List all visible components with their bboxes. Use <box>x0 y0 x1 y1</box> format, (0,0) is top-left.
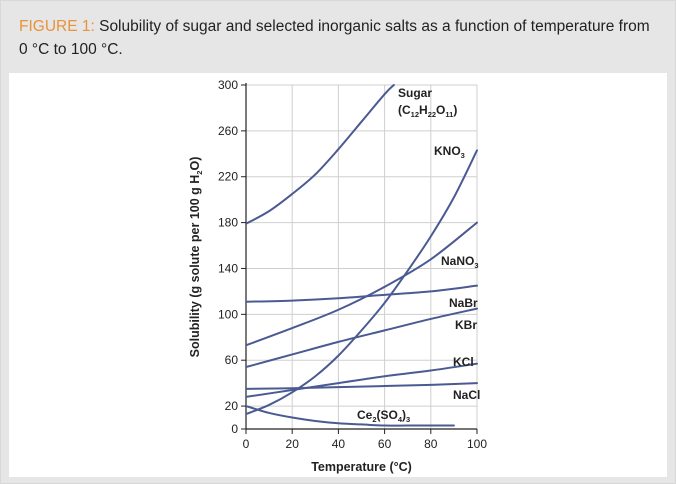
series-line-kcl <box>246 362 478 398</box>
series-lines <box>246 84 478 427</box>
y-tick-label-20: 20 <box>225 399 239 413</box>
y-tick-label-100: 100 <box>218 307 238 321</box>
series-line-ce2-so4-3 <box>246 405 455 427</box>
series-label-kcl: KCl <box>453 355 474 369</box>
series-label-nacl: NaCl <box>453 388 480 402</box>
x-tick-label-20: 20 <box>286 437 300 451</box>
series-line-nacl <box>246 382 478 390</box>
y-tick-label-300: 300 <box>218 78 238 92</box>
series-line-kno3 <box>246 149 478 416</box>
y-tick-label-0: 0 <box>231 422 238 436</box>
series-line-kbr <box>246 307 478 369</box>
series-line-nano3 <box>246 221 478 347</box>
caption-text: Solubility of sugar and selected inorgan… <box>19 18 650 58</box>
plot-panel: 0 20 40 60 80 100 0 20 60 100 140 180 220 260 300 Tempe… <box>9 73 667 477</box>
series-label-nabr: NaBr <box>449 296 478 310</box>
series-label-ce2-so4-3: Ce2(SO4)3 <box>357 408 410 424</box>
x-tick-label-60: 60 <box>378 437 392 451</box>
series-line-sugar-c12h22o11 <box>246 84 395 225</box>
grid-lines <box>246 84 478 429</box>
solubility-chart: 0 20 40 60 80 100 0 20 60 100 140 180 220 260 300 Tempe… <box>188 78 487 474</box>
y-tick-label-60: 60 <box>225 353 239 367</box>
y-axis-title: Solubility (g solute per 100 g H2O) <box>188 157 204 358</box>
x-tick-label-0: 0 <box>243 437 250 451</box>
figure-label: FIGURE 1: <box>19 18 95 35</box>
y-tick-label-180: 180 <box>218 216 238 230</box>
x-tick-label-100: 100 <box>467 437 487 451</box>
x-axis-title: Temperature (°C) <box>311 460 412 474</box>
series-label-sugar-c12h22o11-main: Sugar <box>398 86 432 100</box>
series-line-nabr <box>246 284 478 303</box>
figure-caption: FIGURE 1: Solubility of sugar and select… <box>19 15 659 61</box>
y-tick-label-140: 140 <box>218 261 238 275</box>
y-tick-label-220: 220 <box>218 170 238 184</box>
series-label-nano3: NaNO3 <box>441 254 479 270</box>
series-label-kbr: KBr <box>455 318 477 332</box>
x-tick-label-80: 80 <box>424 437 438 451</box>
series-label-kno3: KNO3 <box>434 144 465 160</box>
y-tick-label-260: 260 <box>218 124 238 138</box>
x-tick-label-40: 40 <box>332 437 346 451</box>
series-label-sugar-c12h22o11: (C12H22O11) <box>398 103 457 119</box>
